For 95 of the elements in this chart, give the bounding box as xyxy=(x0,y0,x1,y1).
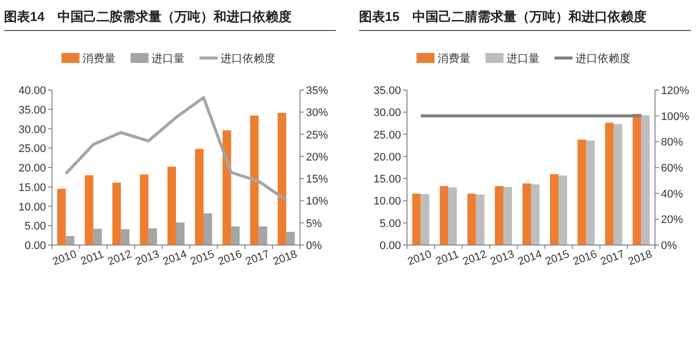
y-tick-label: 30.00 xyxy=(373,107,401,120)
bar xyxy=(614,124,622,245)
y-tick-label: 10.00 xyxy=(373,196,401,208)
y-tick-label: 25.00 xyxy=(18,143,46,156)
line-series xyxy=(64,96,288,202)
x-tick-label: 2012 xyxy=(106,248,134,268)
bar xyxy=(204,213,212,245)
y2-tick-label: 20% xyxy=(661,214,684,226)
y-tick-label: 10.00 xyxy=(18,201,46,214)
bar xyxy=(586,140,595,245)
x-tick-label: 2017 xyxy=(244,248,272,268)
y2-tick-label: 25% xyxy=(306,129,328,142)
chart-title: 图表15 中国己二腈需求量（万吨）和进口依赖度 xyxy=(359,8,691,31)
y2-tick-label: 10% xyxy=(306,196,328,208)
legend-label: 进口量 xyxy=(152,52,184,65)
y-tick-label: 15.00 xyxy=(373,174,401,186)
bar xyxy=(448,187,457,245)
y-tick-label: 15.00 xyxy=(18,182,46,194)
bar xyxy=(250,116,259,245)
x-tick-label: 2010 xyxy=(51,248,78,268)
y-tick-label: 20.00 xyxy=(373,151,401,164)
y-tick-label: 35.00 xyxy=(373,85,401,97)
bar xyxy=(84,175,94,245)
bar xyxy=(440,186,448,245)
y2-tick-label: 120% xyxy=(661,85,690,97)
bar xyxy=(558,175,568,245)
y-tick-label: 0.00 xyxy=(24,240,46,252)
y2-tick-label: 30% xyxy=(306,107,328,120)
y2-tick-label: 5% xyxy=(306,218,322,230)
y2-tick-label: 20% xyxy=(306,151,328,164)
y2-tick-label: 40% xyxy=(661,188,684,200)
bar xyxy=(476,194,484,245)
x-tick-label: 2018 xyxy=(626,248,654,268)
legend-label: 进口依赖度 xyxy=(220,52,276,65)
y2-tick-label: 60% xyxy=(661,162,684,174)
bar xyxy=(605,122,614,245)
y-tick-label: 35.00 xyxy=(18,104,46,116)
bar xyxy=(258,226,268,245)
y-tick-label: 5.00 xyxy=(24,220,46,233)
bar xyxy=(578,140,586,245)
bar xyxy=(494,186,504,245)
bar xyxy=(531,184,540,245)
x-tick-label: 2016 xyxy=(216,248,244,268)
bar xyxy=(278,112,286,245)
legend-label: 进口依赖度 xyxy=(576,52,630,65)
y-tick-label: 20.00 xyxy=(18,162,46,174)
bar xyxy=(503,186,512,245)
y2-tick-label: 0% xyxy=(661,240,678,252)
y-tick-label: 30.00 xyxy=(18,124,46,136)
bar xyxy=(148,228,157,245)
y2-tick-label: 80% xyxy=(661,136,684,149)
y2-tick-label: 0% xyxy=(306,240,322,252)
y-tick-label: 40.00 xyxy=(18,85,46,97)
bar xyxy=(641,115,650,245)
legend-label: 进口量 xyxy=(506,52,540,65)
bar xyxy=(57,188,66,245)
y2-tick-label: 100% xyxy=(661,110,690,123)
x-tick-label: 2011 xyxy=(434,248,460,268)
y2-tick-label: 15% xyxy=(306,174,328,186)
bar xyxy=(66,236,74,245)
bar xyxy=(176,222,185,245)
bar xyxy=(632,114,642,245)
bar xyxy=(93,228,102,245)
bar xyxy=(550,174,559,245)
y-tick-label: 0.00 xyxy=(380,240,401,252)
bar xyxy=(140,174,148,245)
y2-tick-label: 35% xyxy=(306,85,328,97)
legend-label: 消费量 xyxy=(438,52,470,65)
bar xyxy=(420,194,430,245)
bar xyxy=(167,166,176,245)
bar xyxy=(231,226,240,245)
x-tick-label: 2018 xyxy=(272,248,299,268)
bar xyxy=(112,182,121,245)
x-tick-label: 2014 xyxy=(161,248,189,268)
legend-label: 消费量 xyxy=(82,52,116,65)
x-tick-label: 2017 xyxy=(599,248,626,268)
bar xyxy=(467,194,476,245)
x-tick-label: 2016 xyxy=(572,248,599,268)
chart-title: 图表14 中国己二胺需求量（万吨）和进口依赖度 xyxy=(4,8,336,31)
bar xyxy=(286,232,295,245)
bar xyxy=(412,194,421,245)
bar xyxy=(120,229,130,245)
bar xyxy=(222,130,232,245)
y-tick-label: 5.00 xyxy=(380,218,401,230)
x-tick-label: 2015 xyxy=(188,248,216,268)
x-tick-label: 2013 xyxy=(488,248,516,268)
x-tick-label: 2013 xyxy=(134,248,161,268)
x-tick-label: 2010 xyxy=(406,248,434,268)
bar xyxy=(522,183,531,245)
x-tick-label: 2011 xyxy=(79,248,106,268)
x-tick-label: 2014 xyxy=(516,248,544,268)
bar xyxy=(195,148,204,245)
x-tick-label: 2015 xyxy=(544,248,572,268)
y-tick-label: 25.00 xyxy=(373,129,401,142)
x-tick-label: 2012 xyxy=(461,248,488,268)
